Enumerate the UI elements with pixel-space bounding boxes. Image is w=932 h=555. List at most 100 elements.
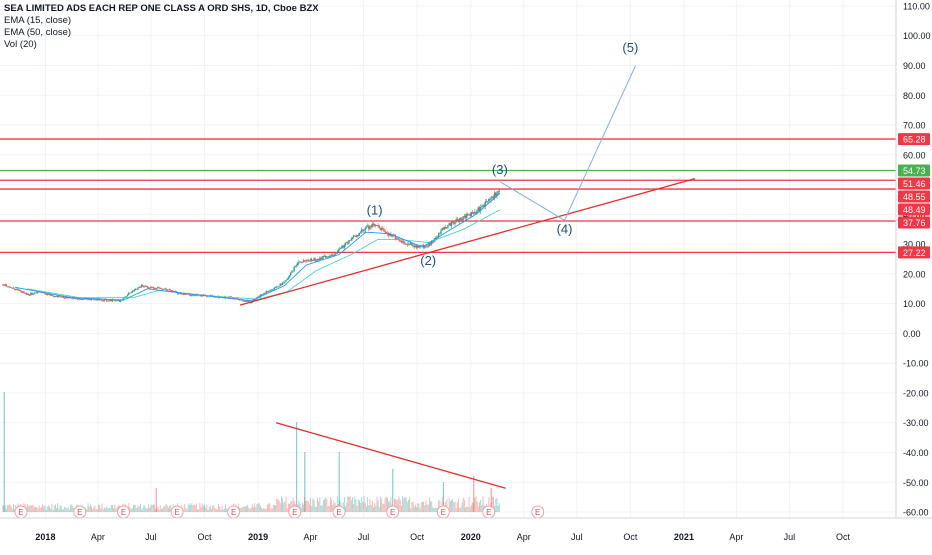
volume-bar [107,508,109,512]
volume-bar [453,501,455,512]
time-tick-label: Oct [623,532,638,542]
volume-bar [402,496,404,512]
volume-bar [476,501,478,512]
candle-body [385,232,387,234]
volume-bar [307,501,309,512]
candle-body [118,299,121,302]
volume-bar [441,497,443,512]
volume-bar [462,497,464,512]
candle-body [327,256,329,258]
candle-body [109,300,111,302]
candle-body [244,301,246,302]
candle-body [384,231,386,233]
volume-bar [140,503,141,512]
candle-body [238,299,241,301]
candle-body [131,291,133,293]
candle-body [330,255,333,257]
legend-ema-15[interactable]: EMA (15, close) [4,15,72,26]
candle-body [30,292,32,295]
candle-body [462,216,464,221]
volume-bar [206,504,208,512]
candle-body [394,236,397,240]
candle-body [293,266,295,271]
candle-body [492,196,495,199]
candle-body [460,217,462,220]
volume-bar [404,496,406,512]
candle-body [351,237,354,239]
volume-bar [247,504,249,512]
volume-bar [40,507,42,512]
candle-body [298,261,300,264]
volume-bar [35,507,37,512]
volume-bar [388,501,390,512]
volume-bar [213,505,215,512]
volume-bar [290,501,292,512]
candle-body [75,298,78,300]
volume-bar [191,503,193,512]
volume-bar [298,501,300,512]
candle-body [389,233,391,236]
candle-body [74,298,76,300]
candle-body [19,290,22,292]
candle-body [490,198,492,200]
candle-body [17,289,19,291]
candle-body [160,288,163,290]
volume-bar [428,497,430,512]
candle-body [299,261,301,263]
candle-body [357,234,359,236]
volume-bar [26,504,28,512]
candle-body [454,221,456,224]
volume-bar [410,508,412,512]
volume-bar [452,499,454,512]
candle-body [302,260,305,263]
candle-body [140,285,143,288]
volume-bar [451,499,452,512]
volume-bar [273,504,275,512]
legend-volume[interactable]: Vol (20) [4,39,37,50]
volume-bar [479,502,480,512]
volume-bar [57,503,59,512]
candle-body [67,297,69,299]
candle-body [383,229,385,232]
volume-bar [6,508,7,512]
volume-bar [129,507,131,512]
candle-body [15,289,17,291]
volume-bar [208,507,210,512]
volume-bar [190,504,192,512]
candle-body [400,240,403,243]
candle-body [349,240,351,242]
candle-body [415,245,418,248]
volume-bar [303,504,305,512]
price-level-tag [898,246,930,259]
candle-body [10,287,12,289]
time-tick-label: Oct [410,532,425,542]
price-tick-label: 60.00 [903,150,926,160]
volume-bar [320,505,322,512]
volume-bar [459,508,461,512]
volume-bar [448,497,450,512]
candle-body [82,299,85,301]
volume-bar [49,506,51,512]
candle-body [343,244,346,248]
candle-body [265,291,267,294]
volume-bar [170,504,172,512]
volume-bar [207,509,209,512]
candle-body [469,214,471,217]
candle-body [308,260,311,262]
volume-bar [106,505,108,512]
volume-bar [458,499,459,512]
volume-bar [197,509,198,512]
candle-body [312,260,314,262]
earnings-label: E [441,508,446,517]
legend-ema-50[interactable]: EMA (50, close) [4,27,72,38]
volume-bar [419,508,421,512]
candle-body [340,247,342,249]
volume-bar [219,506,221,512]
candle-body [387,233,390,236]
candle-body [182,294,185,295]
volume-bar [30,505,32,512]
volume-bar [348,496,350,512]
candle-body [361,229,363,232]
